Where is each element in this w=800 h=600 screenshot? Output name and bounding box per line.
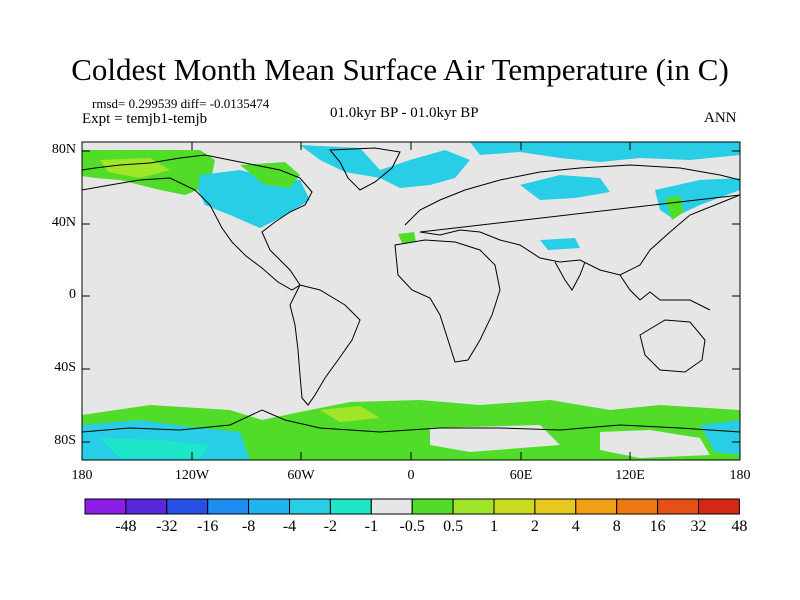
colorbar-label: 0.5 — [443, 518, 464, 535]
axis-ticks — [81, 142, 740, 460]
coastline-eurasia — [404, 164, 740, 276]
anomaly-antarctica-neutral-c — [430, 425, 560, 452]
anomaly-southern-yellowgreen — [320, 406, 380, 422]
lon-label-180e: 180 — [729, 468, 751, 483]
anomaly-arctic-cyan — [470, 142, 740, 162]
lon-label-60w: 60W — [287, 468, 315, 483]
lat-label-0: 0 — [69, 287, 76, 302]
colorbar-label: 32 — [690, 518, 707, 535]
lon-label-60e: 60E — [509, 468, 533, 483]
lat-label-80s: 80S — [54, 433, 76, 448]
colorbar-label: 8 — [612, 518, 621, 535]
colorbar-box — [616, 498, 659, 515]
colorbar-box — [698, 498, 740, 515]
colorbar-box — [248, 498, 291, 515]
colorbar-box — [125, 498, 168, 515]
lon-label-120w: 120W — [174, 468, 210, 483]
anomaly-antarctica-light-e — [600, 430, 710, 458]
coastline-greenland — [328, 147, 401, 191]
anomaly-siberia-cyan — [520, 175, 610, 200]
colorbar — [84, 498, 740, 515]
colorbar-label: -0.5 — [399, 518, 425, 535]
colorbar-label: 4 — [571, 518, 580, 535]
anomaly-mideast-cyan — [540, 238, 580, 250]
lon-label-120e: 120E — [615, 468, 645, 483]
coastline-south-america — [289, 284, 361, 406]
experiment-label: Expt = temjb1-temjb — [82, 111, 208, 127]
anomaly-greenland-cyan — [300, 145, 470, 188]
colorbar-box — [289, 498, 331, 515]
colorbar-box — [534, 498, 577, 515]
colorbar-label: -2 — [323, 518, 338, 535]
figure-title: Coldest Month Mean Surface Air Temperatu… — [71, 52, 729, 87]
colorbar-label: -48 — [115, 518, 137, 535]
colorbar-box — [207, 498, 250, 515]
colorbar-box — [329, 498, 372, 515]
colorbar-box — [493, 498, 536, 515]
colorbar-label: -4 — [282, 518, 297, 535]
coastline-india — [554, 261, 586, 291]
coastline-australia — [639, 319, 706, 373]
stats-text: rmsd= 0.299539 diff= -0.0135474 — [92, 96, 270, 111]
period-label: 01.0kyr BP - 01.0kyr BP — [330, 105, 479, 121]
coastline-antarctica — [82, 409, 740, 433]
colorbar-box — [166, 498, 209, 515]
lon-label-0: 0 — [407, 468, 415, 483]
lon-label-180w: 180 — [71, 468, 93, 483]
colorbar-label: -1 — [364, 518, 378, 535]
season-label: ANN — [704, 110, 737, 126]
colorbar-box — [411, 498, 454, 515]
lat-label-40s: 40S — [54, 360, 76, 375]
colorbar-label: 16 — [649, 518, 666, 535]
anomaly-antarctica-light-w — [100, 438, 210, 458]
colorbar-box — [575, 498, 618, 515]
colorbar-box — [452, 498, 495, 515]
coastline-africa — [394, 239, 501, 363]
colorbar-label: -8 — [241, 518, 256, 535]
colorbar-label: 1 — [490, 518, 498, 535]
colorbar-box — [84, 498, 127, 515]
coastline-se-asia — [619, 274, 711, 311]
lat-label-80n: 80N — [51, 142, 76, 157]
coastlines — [82, 147, 740, 433]
colorbar-label: -16 — [197, 518, 219, 535]
colorbar-box — [657, 498, 699, 515]
anomaly-canada-green — [240, 162, 300, 188]
coastline-north-america — [82, 154, 313, 291]
anomaly-iberia-green — [398, 232, 416, 243]
colorbar-box — [370, 498, 413, 515]
colorbar-label: 48 — [731, 518, 748, 535]
lat-label-40n: 40N — [51, 215, 76, 230]
anomaly-antarctica-cyan-e — [700, 420, 740, 455]
colorbar-label: 2 — [530, 518, 539, 535]
colorbar-label: -32 — [156, 518, 178, 535]
